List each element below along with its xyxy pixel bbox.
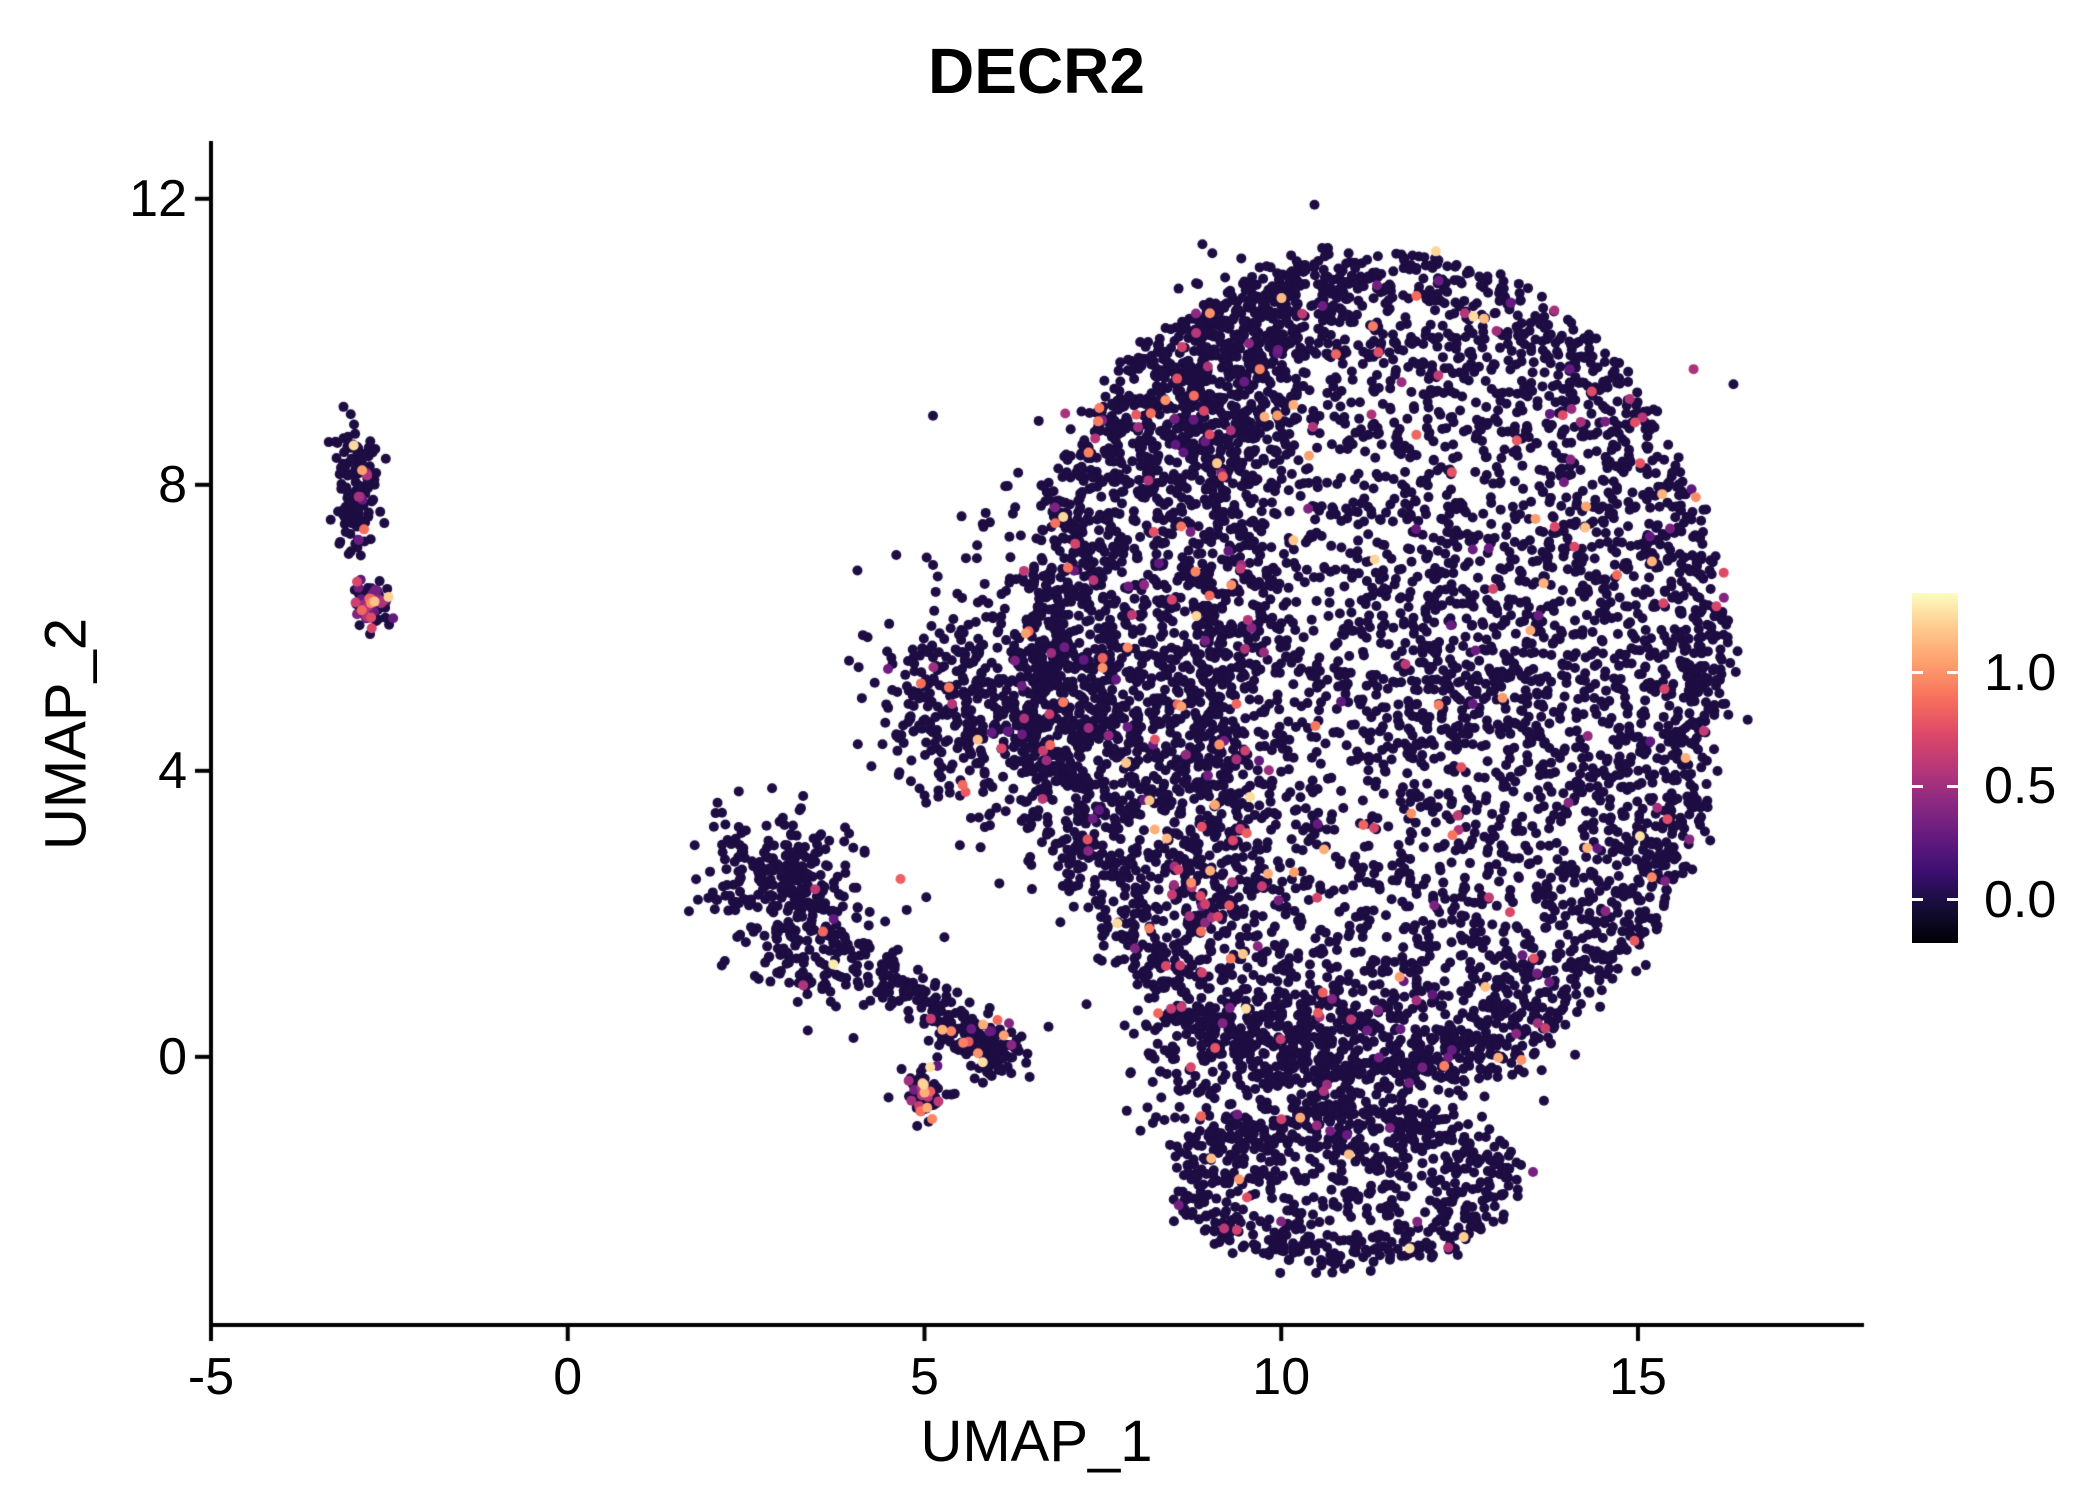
chart-title: DECR2 [928, 35, 1145, 107]
x-tick-label: 15 [1609, 1348, 1667, 1406]
x-tick-label: 0 [553, 1348, 583, 1406]
x-axis-label: UMAP_1 [920, 1409, 1153, 1474]
colorbar-tick-label: 1.0 [1984, 643, 2057, 702]
colorbar-gradient [1912, 593, 1958, 943]
colorbar-tick-mark [1947, 784, 1958, 788]
y-tick-label: 12 [129, 169, 187, 228]
x-tick-label: -5 [187, 1348, 235, 1406]
colorbar-tick-label: 0.5 [1984, 757, 2057, 816]
colorbar-tick-label: 0.0 [1984, 870, 2057, 929]
x-tick-label: 10 [1252, 1348, 1311, 1406]
colorbar-tick-mark [1912, 671, 1923, 675]
colorbar [1912, 593, 1958, 943]
y-tick-label: 0 [158, 1027, 187, 1086]
colorbar-tick-mark [1947, 898, 1958, 902]
y-axis-label: UMAP_2 [33, 617, 99, 851]
y-tick-label: 4 [158, 741, 187, 800]
x-tick-label: 5 [910, 1348, 939, 1406]
colorbar-tick-mark [1912, 898, 1923, 902]
colorbar-tick-mark [1947, 671, 1958, 675]
y-tick-label: 8 [158, 455, 187, 514]
colorbar-tick-mark [1912, 784, 1923, 788]
